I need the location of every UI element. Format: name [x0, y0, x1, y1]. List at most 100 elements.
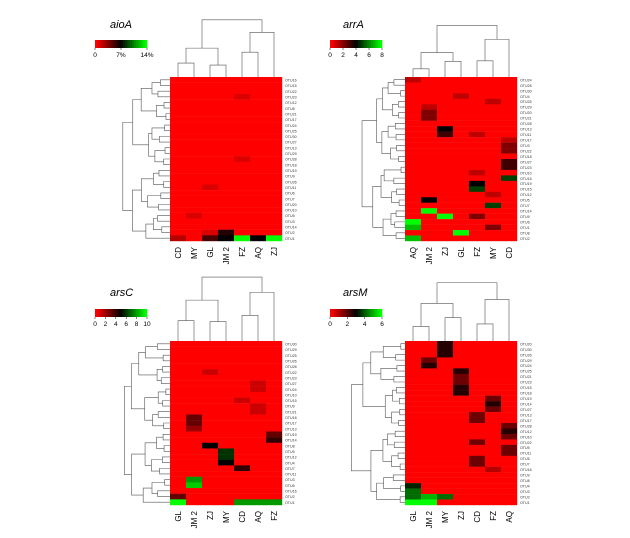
heatmap-cell — [405, 428, 422, 435]
heatmap-cell — [485, 87, 502, 94]
heatmap-cell — [202, 386, 219, 393]
row-dendrogram-branch — [398, 419, 405, 427]
heatmap-cell — [405, 197, 422, 203]
heatmap-cell — [186, 357, 203, 364]
heatmap-cell — [501, 428, 518, 435]
row-label: OTU22 — [520, 149, 532, 153]
heatmap-cell — [405, 455, 422, 462]
row-dendrogram-branch — [394, 221, 405, 228]
row-label: OTU9 — [285, 405, 295, 409]
heatmap-cell — [421, 341, 438, 347]
legend-swatch — [136, 40, 139, 48]
heatmap-cell — [453, 395, 470, 402]
heatmap-cell — [218, 161, 235, 168]
heatmap-cell — [485, 82, 502, 89]
heatmap-cell — [453, 230, 470, 236]
heatmap-cell — [501, 461, 518, 467]
row-label: OTU16 — [520, 468, 532, 472]
heatmap-cell — [437, 406, 454, 413]
heatmap-cell — [453, 384, 470, 391]
heatmap-cell — [202, 431, 219, 438]
heatmap-cell — [218, 448, 235, 455]
legend-swatch — [112, 309, 115, 317]
heatmap-cell — [250, 414, 267, 421]
heatmap-cell — [485, 164, 502, 171]
heatmap-cell — [266, 110, 283, 117]
heatmap-cell — [186, 184, 203, 191]
heatmap-cell — [405, 235, 422, 242]
row-label: OTU15 — [285, 84, 297, 88]
heatmap-cell — [250, 488, 267, 494]
heatmap-cell — [501, 499, 518, 506]
row-dendrogram-branch — [144, 442, 157, 466]
heatmap-cell — [453, 213, 470, 220]
heatmap-cell — [453, 197, 470, 203]
legend-swatch — [103, 40, 107, 48]
heatmap-cell — [485, 384, 502, 391]
heatmap-cell — [234, 341, 251, 347]
heatmap-cell — [234, 133, 251, 140]
column-label: MY — [190, 246, 199, 259]
heatmap-cell — [453, 362, 470, 369]
heatmap-cell — [437, 494, 454, 500]
legend-tick-label: 6 — [367, 52, 371, 59]
heatmap-cell — [250, 431, 267, 438]
heatmap-cell — [405, 131, 422, 138]
heatmap-cell — [202, 110, 219, 117]
heatmap-cell — [218, 493, 235, 500]
heatmap-cell — [485, 483, 502, 489]
heatmap-cell — [186, 442, 203, 449]
heatmap-cell — [234, 397, 251, 404]
heatmap-cell — [202, 493, 219, 500]
heatmap-cell — [266, 195, 283, 202]
heatmap-cell — [469, 406, 486, 413]
row-dendrogram-branch — [395, 134, 405, 141]
row-dendrogram-branch — [157, 90, 170, 98]
heatmap-cell — [250, 357, 267, 364]
heatmap-cell — [405, 120, 422, 127]
heatmap-cell — [421, 169, 438, 176]
heatmap-cell — [453, 224, 470, 231]
row-label: OTU25 — [520, 100, 532, 104]
heatmap-cell — [250, 493, 267, 500]
heatmap-cell — [421, 230, 438, 236]
heatmap-cell — [501, 208, 518, 214]
legend-swatch — [343, 309, 346, 317]
heatmap-cell — [170, 488, 187, 494]
legend-swatch — [377, 309, 381, 317]
row-dendrogram-branch — [394, 430, 405, 437]
legend-swatch — [373, 40, 376, 48]
heatmap-cell — [437, 235, 454, 242]
heatmap-cell — [186, 380, 203, 387]
heatmap-cell — [218, 391, 235, 398]
heatmap-cell — [202, 88, 219, 95]
heatmap-cell — [421, 488, 438, 495]
heatmap-cell — [437, 186, 454, 192]
heatmap-cell — [453, 93, 470, 100]
heatmap-cell — [421, 137, 438, 143]
column-label: FZ — [238, 247, 247, 257]
heatmap-cell — [469, 208, 486, 214]
heatmap-cell — [437, 197, 454, 203]
heatmap-cell — [421, 180, 438, 187]
heatmap-cell — [250, 88, 267, 95]
heatmap-cell — [250, 190, 267, 196]
heatmap-cell — [202, 93, 219, 100]
heatmap-cell — [405, 224, 422, 231]
heatmap-cell — [501, 401, 518, 407]
row-dendrogram-branch — [151, 82, 161, 95]
heatmap-cell — [234, 488, 251, 494]
row-label: OTU3 — [520, 144, 530, 148]
heatmap-cell — [250, 229, 267, 236]
heatmap-cell — [421, 455, 438, 462]
legend-tick-label: 8 — [135, 321, 139, 328]
heatmap-cell — [501, 120, 518, 127]
heatmap-cell — [501, 148, 518, 154]
heatmap-cell — [453, 202, 470, 209]
heatmap-cell — [405, 153, 422, 160]
heatmap-cell — [266, 229, 283, 236]
row-label: OTU5 — [520, 199, 530, 203]
row-label: OTU12 — [520, 430, 532, 434]
row-dendrogram-branch — [164, 479, 170, 486]
heatmap-cell — [266, 408, 283, 415]
